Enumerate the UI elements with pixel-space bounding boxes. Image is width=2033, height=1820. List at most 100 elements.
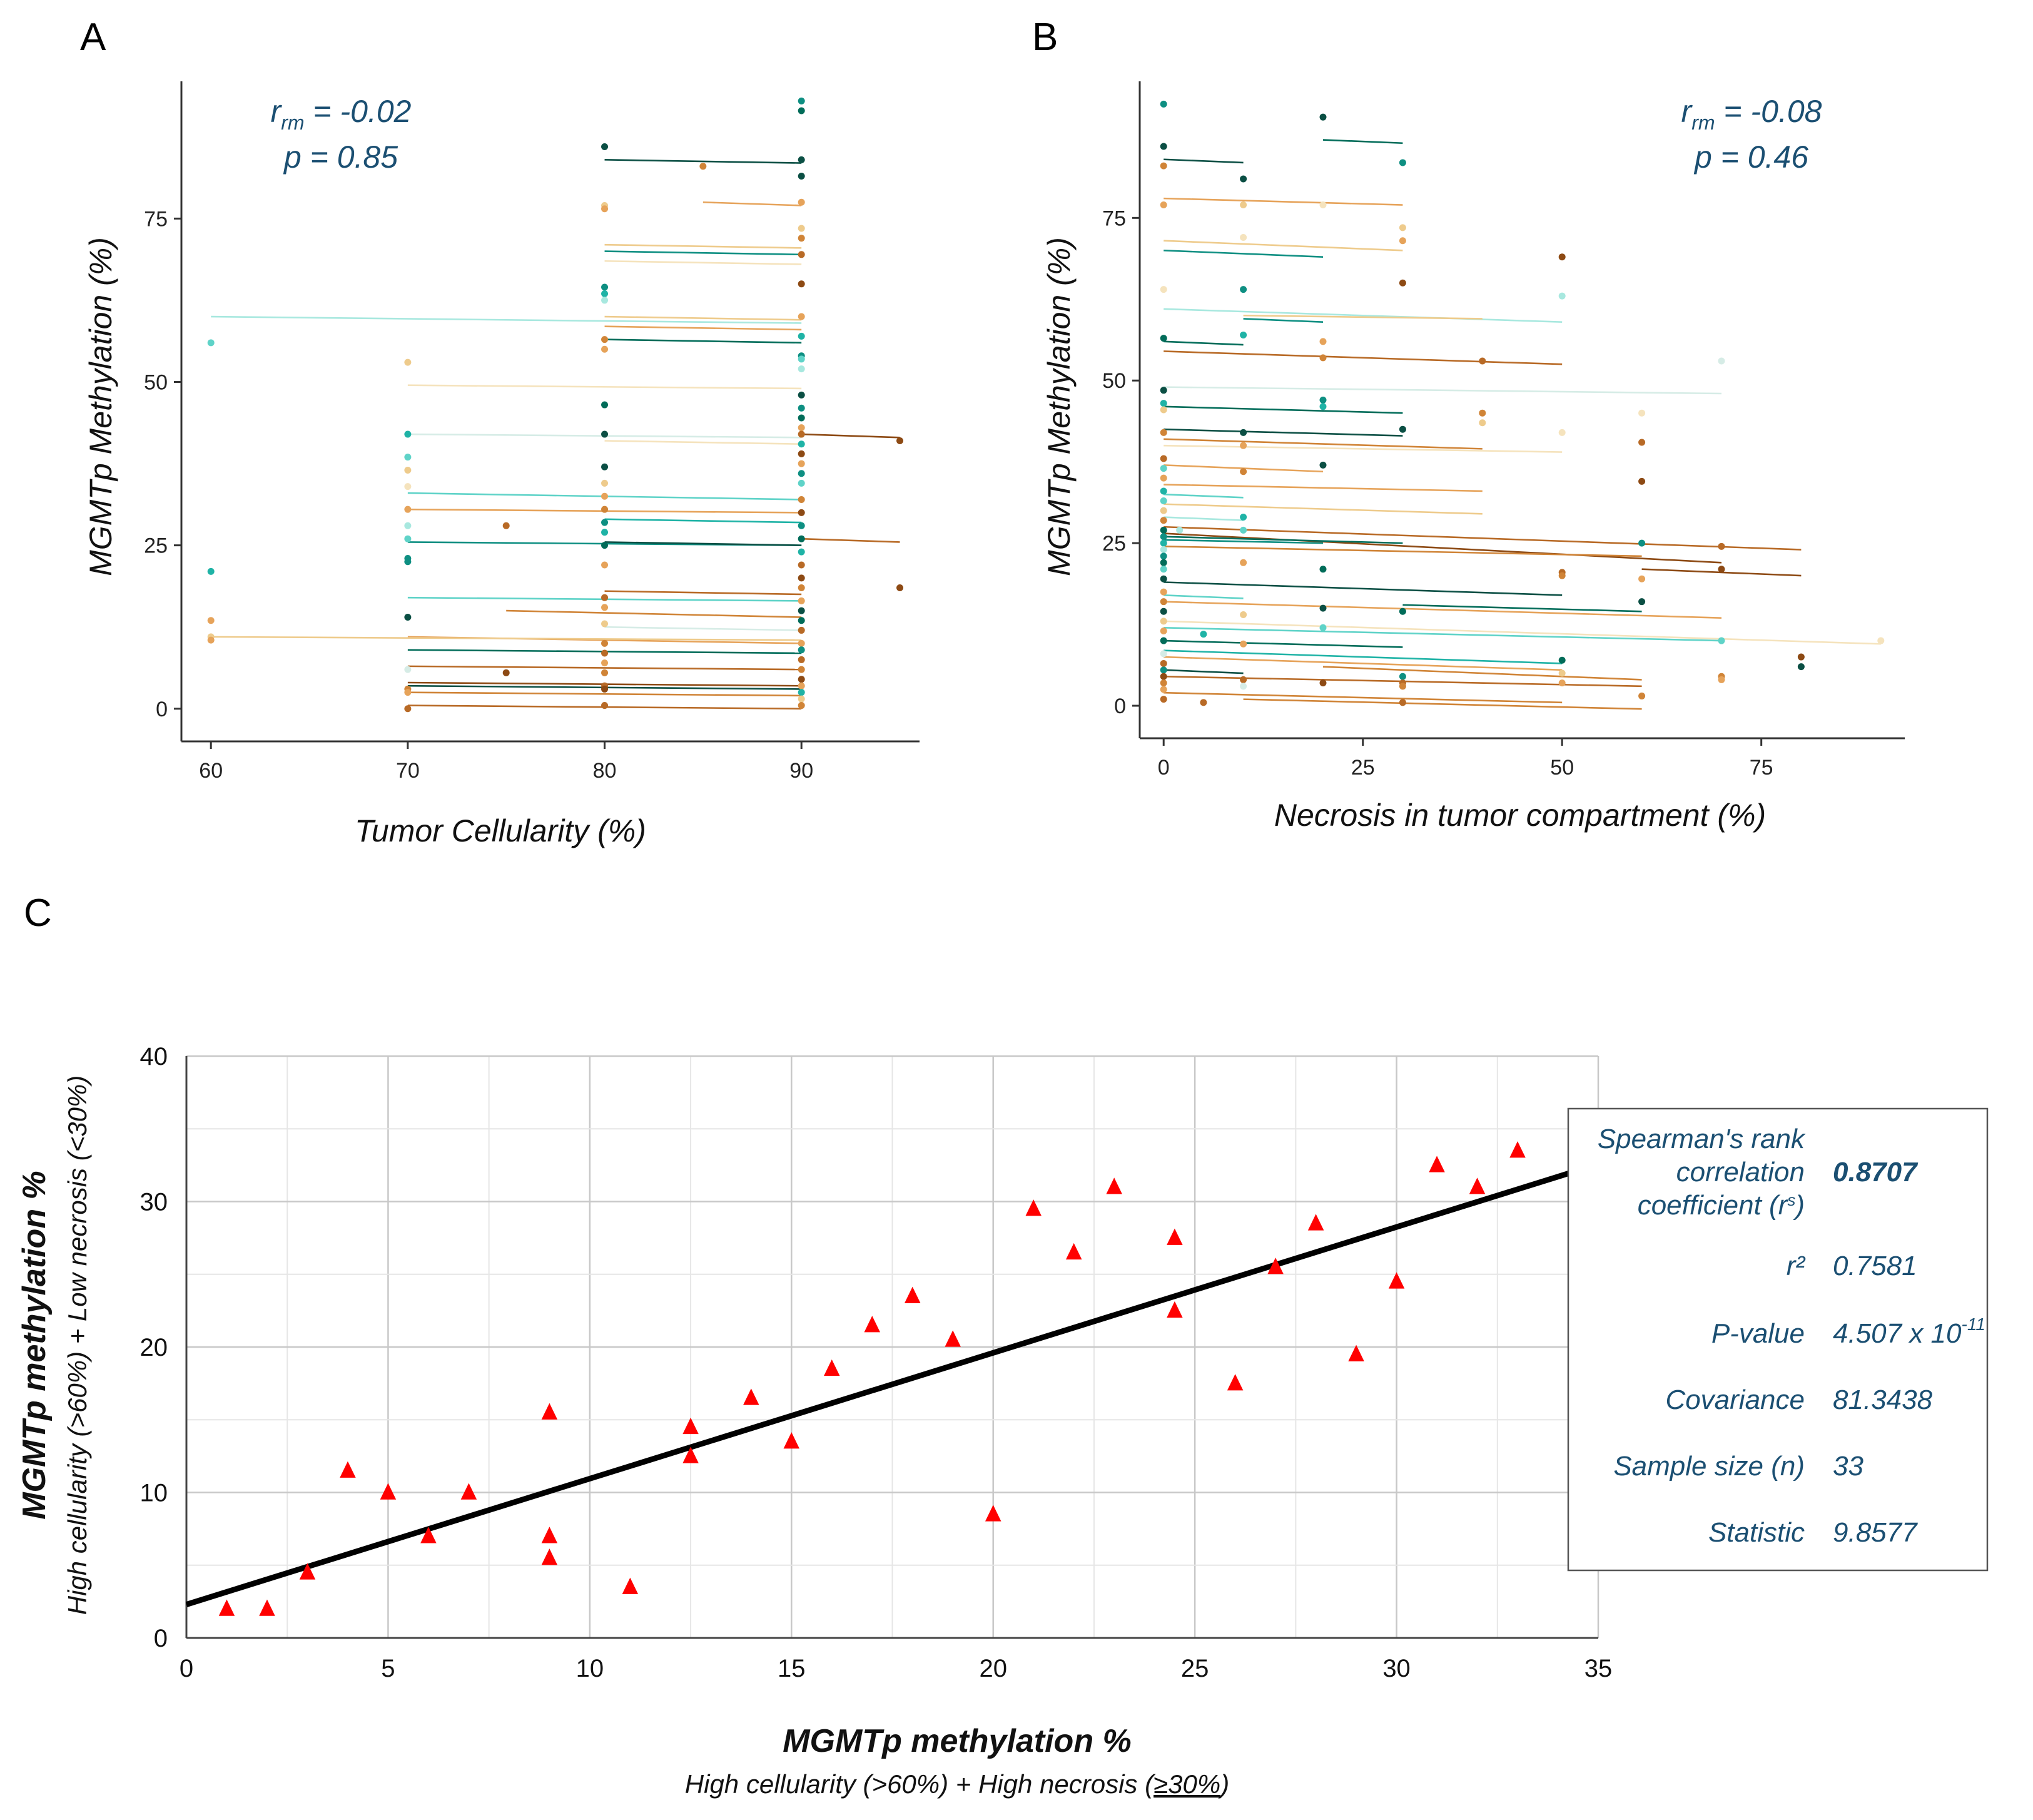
panel-b-r-symbol: r [1681,94,1693,129]
panel-b-points [1160,100,1885,706]
b-point [1240,559,1247,566]
a-point [207,339,215,347]
b-point [1638,598,1646,606]
c-x-tick-label: 30 [1382,1655,1411,1682]
b-point [1200,699,1207,706]
b-y-tick-label: 25 [1102,532,1126,556]
b-point [1160,559,1167,566]
a-point [798,535,805,542]
c-point [904,1286,921,1303]
c-y-tick-label: 20 [140,1334,168,1361]
b-point [1160,474,1167,482]
panel-b-fit-lines [1164,139,1881,710]
a-y-tick-label: 25 [144,534,168,558]
c-x-tick-label: 35 [1584,1655,1613,1682]
b-point [1240,331,1247,338]
a-point [798,597,805,604]
a-point [404,430,412,438]
b-fit-line [1164,626,1722,642]
panel-b-chart: 0 25 50 75 0 25 50 75 rrm = -0.08 p = 0.46 Necr… [1042,81,1905,833]
b-point [1718,637,1725,644]
b-y-tick-label: 50 [1102,369,1126,393]
a-point [798,617,805,624]
a-x-tick-label: 90 [789,759,813,783]
b-point [1240,286,1247,293]
a-point [404,467,412,474]
a-point [404,705,412,713]
c-y-tick-label: 10 [140,1480,168,1507]
b-point [1638,409,1646,417]
a-point [798,450,805,457]
b-point [1399,279,1406,287]
panel-a-x-axis-title: Tumor Cellularity (%) [355,813,646,848]
b-point [1319,624,1327,631]
a-fit-line [604,541,802,546]
b-point [1399,224,1406,231]
b-point [1160,539,1167,547]
b-fit-line [1164,340,1244,346]
b-point [1160,387,1167,394]
a-point [207,617,215,624]
stats-cov-value: 81.3438 [1833,1385,1933,1415]
panel-c-x-sub-part-3: ) [1217,1769,1229,1799]
a-point [601,430,609,438]
c-point [682,1417,699,1435]
a-point [798,509,805,516]
stats-header-line-1: Spearman's rank [1598,1124,1806,1154]
c-point [380,1483,397,1500]
b-fit-line [1164,656,1563,671]
b-fit-line [1164,308,1563,323]
a-point [798,313,805,320]
panel-b-p-annotation: p = 0.46 [1693,140,1808,175]
stats-r2-value: 0.7581 [1833,1251,1917,1281]
a-point [798,548,805,556]
b-fit-line [1164,536,1403,544]
a-point [601,669,609,676]
b-point [1160,666,1167,674]
stats-cov-label: Covariance [1665,1385,1805,1415]
b-point [1160,201,1167,209]
a-fit-line [604,440,802,445]
a-point [601,529,609,536]
b-fit-line [1164,493,1244,499]
b-point [1319,679,1327,687]
a-point [798,702,805,709]
b-point [1718,542,1725,550]
c-point [218,1599,235,1616]
a-point [601,659,609,667]
b-fit-line [1402,604,1642,613]
c-point [1025,1199,1042,1216]
b-point [1160,673,1167,680]
b-fit-line [1164,539,1324,544]
b-fit-line [1164,350,1563,365]
panel-c-points [218,1141,1526,1616]
b-point [1160,465,1167,472]
b-fit-line [1164,516,1244,522]
b-fit-line [1322,139,1403,145]
a-fit-line [407,691,802,697]
b-point [1160,546,1167,554]
b-point [1160,429,1167,436]
a-point [601,519,609,526]
b-point [1240,611,1247,618]
a-point [798,251,805,258]
c-point [682,1446,699,1463]
b-point [1240,514,1247,521]
b-point [1399,673,1406,680]
b-fit-line [1164,601,1722,619]
b-point [1160,507,1167,514]
panel-a-chart: 60 70 80 90 0 25 50 75 rrm = -0.02 p = 0.85 Tum… [83,81,920,848]
b-fit-line [1164,405,1403,414]
panel-a-r-symbol: r [271,94,283,129]
b-point [1319,396,1327,404]
panel-c-ticks: 0 5 10 15 20 25 30 35 0 10 20 30 40 [140,1043,1613,1682]
c-point [864,1316,881,1333]
c-y-tick-label: 40 [140,1043,168,1070]
b-point [1558,669,1566,677]
b-point [1176,526,1184,534]
c-point [299,1563,316,1580]
a-point [601,290,609,297]
a-point [798,646,805,654]
c-point [945,1330,961,1347]
